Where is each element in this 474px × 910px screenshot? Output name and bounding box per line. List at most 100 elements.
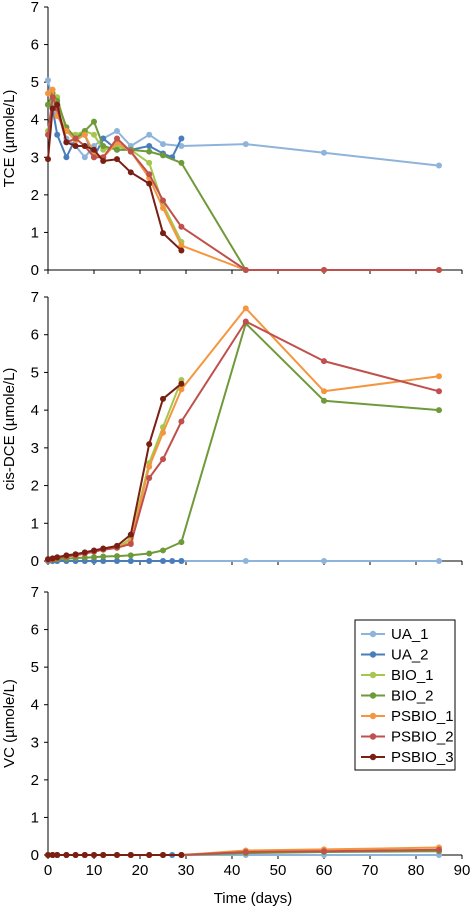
vc-y-axis-label: VC (µmole/L) [1, 679, 18, 768]
x-tick-label: 10 [86, 862, 103, 879]
vc-y-tick-label: 1 [31, 809, 39, 826]
series-line [47, 307, 440, 561]
data-point [242, 558, 249, 564]
data-point [45, 90, 51, 97]
x-tick-label: 80 [408, 862, 425, 879]
tce-series-psbio-2 [45, 94, 442, 273]
vc-y-tick-label: 2 [31, 772, 39, 789]
data-point [114, 558, 120, 564]
data-point [81, 131, 88, 138]
data-point [54, 131, 61, 138]
data-point [146, 171, 153, 178]
cis-dce-y-axis-label: cis-DCE (µmole/L) [1, 368, 18, 491]
data-point [178, 223, 185, 230]
tce-y-axis-label: TCE (µmole/L) [1, 90, 18, 188]
x-tick-label: 40 [224, 862, 241, 879]
data-point [127, 169, 134, 176]
data-point [321, 848, 327, 855]
legend-swatch-marker [369, 712, 377, 720]
vc-y-tick-label: 7 [31, 584, 39, 601]
legend-label: BIO_1 [391, 667, 434, 684]
data-point [321, 397, 327, 404]
data-point [436, 846, 442, 853]
data-point [91, 554, 97, 561]
x-tick-label: 50 [270, 862, 287, 879]
data-point [54, 554, 61, 561]
tce-y-tick-label: 3 [31, 149, 39, 166]
tce-series-bio-1 [45, 94, 185, 245]
legend-swatch-marker [369, 671, 377, 679]
data-point [91, 146, 97, 153]
data-point [127, 558, 134, 564]
data-point [45, 101, 51, 108]
vc-y-tick-label: 6 [31, 622, 39, 639]
data-point [321, 149, 327, 156]
data-point [49, 94, 56, 101]
series-line [47, 92, 439, 271]
tce-series-psbio-1 [45, 86, 442, 273]
data-point [178, 242, 185, 249]
data-point [178, 159, 185, 166]
legend-entry-psbio-1: PSBIO_1 [361, 708, 454, 725]
data-point [178, 380, 185, 387]
data-point [49, 852, 56, 858]
tce-y-tick-label: 4 [31, 112, 39, 129]
data-point [54, 101, 61, 108]
data-point [160, 456, 166, 463]
x-tick-label: 0 [44, 862, 52, 879]
vc-y-tick-label: 0 [31, 847, 39, 864]
tce-y-tick-label: 7 [31, 0, 39, 16]
data-point [49, 105, 56, 112]
legend-swatch-marker [369, 753, 377, 761]
x-tick-label: 60 [316, 862, 333, 879]
legend-label: PSBIO_2 [391, 729, 454, 746]
data-point [160, 205, 166, 212]
data-point [146, 558, 153, 564]
legend-entry-psbio-2: PSBIO_2 [361, 729, 454, 746]
data-point [436, 162, 442, 169]
data-point [178, 386, 185, 393]
legend-label: PSBIO_3 [391, 749, 454, 766]
data-point [160, 547, 166, 554]
data-point [72, 143, 79, 150]
cis-dce-series-psbio-3 [45, 380, 185, 563]
cis-dce-y-tick-label: 5 [31, 364, 39, 381]
data-point [81, 549, 88, 556]
data-point [321, 267, 327, 273]
data-point [146, 441, 153, 448]
data-point [127, 852, 134, 858]
tce-y-tick-label: 5 [31, 74, 39, 91]
cis-dce-series-bio-1 [45, 376, 185, 563]
data-point [100, 545, 107, 552]
tce-series-bio-2 [45, 90, 442, 273]
data-point [146, 550, 153, 557]
data-point [178, 135, 185, 142]
data-point [436, 558, 442, 564]
cis-dce-y-tick-label: 0 [31, 553, 39, 570]
legend: UA_1 UA_2 BIO_1 BIO_2 PSBIO_1 PSBIO_2 PSBIO_3 [354, 619, 456, 771]
legend-entry-psbio-3: PSBIO_3 [361, 749, 454, 766]
data-point [114, 553, 120, 560]
data-point [242, 141, 249, 148]
tce-y-tick-label: 1 [31, 224, 39, 241]
data-point [81, 143, 88, 150]
data-point [321, 558, 327, 564]
data-point [160, 152, 166, 159]
data-point [160, 197, 166, 204]
data-point [127, 148, 134, 155]
data-point [81, 554, 88, 561]
legend-entry-ua-2: UA_2 [361, 647, 429, 664]
legend-label: UA_1 [391, 626, 429, 643]
data-point [146, 463, 153, 470]
data-point [321, 358, 327, 365]
cis-dce-series-psbio-2 [45, 318, 442, 563]
series-line [47, 88, 439, 271]
cis-dce-y-tick-label: 3 [31, 440, 39, 457]
data-point [100, 852, 107, 858]
legend-entry-ua-1: UA_1 [361, 626, 429, 643]
data-point [160, 852, 166, 858]
data-point [169, 558, 176, 564]
data-point [114, 542, 120, 549]
cis-dce-y-tick-label: 6 [31, 327, 39, 344]
data-point [146, 852, 153, 858]
